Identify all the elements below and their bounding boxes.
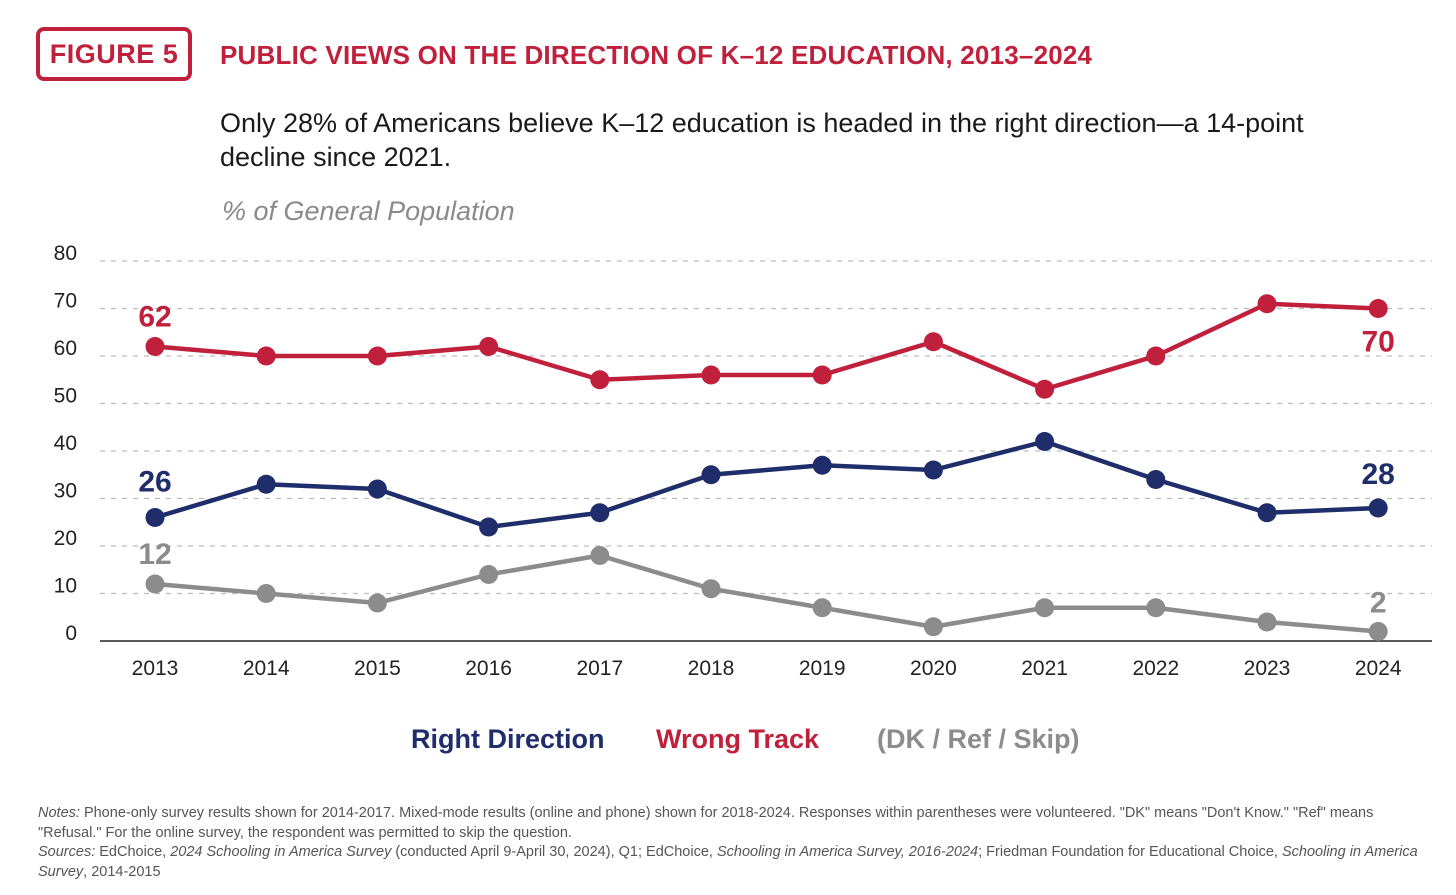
data-point [701,465,721,485]
data-point [923,332,943,352]
sources-line: Sources: EdChoice, 2024 Schooling in Ame… [38,843,1428,882]
data-point [1146,470,1166,489]
x-tick-label: 2022 [1132,657,1179,680]
sources-part-1: EdChoice, [95,844,171,860]
sources-part-3: (conducted April 9-April 30, 2024), Q1; … [391,844,717,860]
data-point [701,579,721,599]
x-tick-label: 2019 [799,657,846,680]
sources-label: Sources: [38,844,96,860]
sources-part-6: Schooling in America Survey [38,844,1418,880]
data-label-last: 2 [1370,587,1387,620]
data-point [145,508,165,527]
data-label-first: 12 [138,538,171,571]
legend-wrong-track: Wrong Track [656,724,820,754]
data-point [1035,379,1055,399]
sources-part-2: 2024 Schooling in America Survey [170,844,392,860]
x-tick-label: 2016 [465,657,512,680]
y-tick-label: 60 [54,337,77,360]
y-tick-label: 20 [54,527,77,550]
data-point [590,546,610,565]
x-tick-label: 2020 [910,657,957,680]
x-tick-label: 2024 [1355,657,1402,680]
data-point [1368,498,1388,518]
y-tick-label: 40 [54,432,77,455]
data-point [256,346,276,366]
data-point [145,337,165,356]
figure-title: PUBLIC VIEWS ON THE DIRECTION OF K–12 ED… [220,40,1093,70]
x-tick-label: 2018 [688,657,735,680]
y-tick-label: 10 [54,575,77,598]
legend-dk-ref-skip: (DK / Ref / Skip) [877,724,1080,754]
data-point [812,365,832,385]
data-point [256,584,276,603]
sources-part-7: , 2014-2015 [83,863,161,880]
sources-part-4: Schooling in America Survey, 2016-2024 [716,844,979,860]
data-point [590,370,610,390]
data-point [1146,598,1166,618]
x-tick-label: 2017 [576,657,623,680]
x-tick-label: 2014 [243,657,290,680]
data-point [479,565,499,584]
figure-badge: FIGURE 5 [36,27,192,81]
data-point [145,574,165,594]
data-point [1368,622,1388,641]
x-tick-label: 2023 [1244,657,1291,680]
data-point [256,474,276,494]
y-tick-label: 0 [65,622,77,645]
data-label-last: 28 [1362,458,1395,491]
data-point [923,617,943,637]
data-point [1257,612,1277,632]
data-point [367,346,387,366]
notes-text: Phone-only survey results shown for 2014… [38,805,1374,841]
data-point [1257,503,1277,523]
series-line-0 [154,439,1379,530]
notes-label: Notes: [38,805,80,821]
chart-legend: Right Direction Wrong Track (DK / Ref / … [0,724,1456,764]
y-unit-label: % of General Population [222,196,515,226]
series-line-2 [154,553,1379,634]
data-point [367,593,387,613]
data-label-first: 62 [138,301,171,334]
notes-block: Notes: Phone-only survey results shown f… [38,804,1428,882]
series-line-1 [154,301,1379,392]
x-tick-label: 2013 [132,657,179,680]
y-tick-label: 30 [54,480,77,503]
data-point [479,517,499,537]
line-chart: 0 10 20 30 40 50 60 70 80 2013 2014 2015 2016 2017 201… [54,242,1432,680]
notes-line: Notes: Phone-only survey results shown f… [38,804,1428,843]
data-point [812,598,832,618]
data-point [1368,299,1388,318]
data-point [701,365,721,385]
sources-part-5: ; Friedman Foundation for Educational Ch… [978,844,1282,860]
data-point [1035,432,1055,451]
data-point [479,337,499,356]
data-label-last: 70 [1362,326,1395,359]
figure-subtitle: Only 28% of Americans believe K–12 educa… [220,108,1304,172]
data-point [1257,294,1277,314]
y-tick-label: 50 [54,385,77,408]
data-point [923,460,943,480]
y-tick-label: 70 [54,290,77,313]
y-tick-label: 80 [54,242,77,265]
data-point [367,479,387,499]
x-tick-label: 2021 [1021,657,1068,680]
legend-right-direction: Right Direction [411,724,605,754]
data-point [590,503,610,523]
data-point [1146,346,1166,366]
x-tick-label: 2015 [354,657,401,680]
data-point [1035,598,1055,618]
data-label-first: 26 [138,466,171,499]
data-point [812,455,832,475]
